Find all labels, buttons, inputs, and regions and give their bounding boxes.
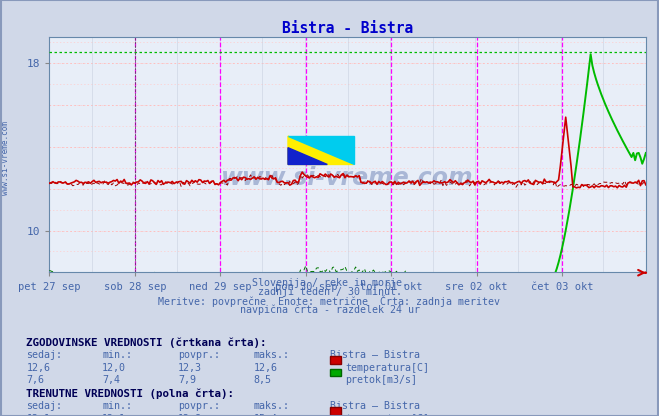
Text: 7,4: 7,4 [102,375,120,385]
Text: Slovenija / reke in morje.: Slovenija / reke in morje. [252,278,407,288]
Text: www.si-vreme.com: www.si-vreme.com [221,166,474,191]
Text: maks.:: maks.: [254,350,290,360]
Text: Bistra – Bistra: Bistra – Bistra [330,401,420,411]
Text: 12,1: 12,1 [102,414,126,416]
Text: 12,0: 12,0 [102,363,126,373]
Text: maks.:: maks.: [254,401,290,411]
Text: sedaj:: sedaj: [26,401,63,411]
Text: 7,9: 7,9 [178,375,196,385]
Polygon shape [288,148,328,164]
Text: temperatura[C]: temperatura[C] [345,363,429,373]
Text: Bistra – Bistra: Bistra – Bistra [330,350,420,360]
Text: www.si-vreme.com: www.si-vreme.com [1,121,10,195]
Text: navpična črta - razdelek 24 ur: navpična črta - razdelek 24 ur [239,304,420,314]
Text: min.:: min.: [102,350,132,360]
Polygon shape [288,136,354,164]
Title: Bistra - Bistra: Bistra - Bistra [282,21,413,36]
Text: sedaj:: sedaj: [26,350,63,360]
Text: 12,6: 12,6 [254,363,277,373]
Text: 7,6: 7,6 [26,375,44,385]
Text: 12,8: 12,8 [178,414,202,416]
Text: 12,1: 12,1 [26,414,50,416]
Text: zadnji teden / 30 minut.: zadnji teden / 30 minut. [258,287,401,297]
Text: 12,6: 12,6 [26,363,50,373]
Text: povpr.:: povpr.: [178,401,220,411]
Text: TRENUTNE VREDNOSTI (polna črta):: TRENUTNE VREDNOSTI (polna črta): [26,389,235,399]
Text: temperatura[C]: temperatura[C] [345,414,429,416]
Polygon shape [288,136,354,164]
Text: povpr.:: povpr.: [178,350,220,360]
Text: ZGODOVINSKE VREDNOSTI (črtkana črta):: ZGODOVINSKE VREDNOSTI (črtkana črta): [26,338,267,348]
Text: min.:: min.: [102,401,132,411]
Text: Meritve: povprečne  Enote: metrične  Črta: zadnja meritev: Meritve: povprečne Enote: metrične Črta:… [159,295,500,307]
Text: 8,5: 8,5 [254,375,272,385]
Text: 15,4: 15,4 [254,414,277,416]
Text: pretok[m3/s]: pretok[m3/s] [345,375,417,385]
Text: 12,3: 12,3 [178,363,202,373]
